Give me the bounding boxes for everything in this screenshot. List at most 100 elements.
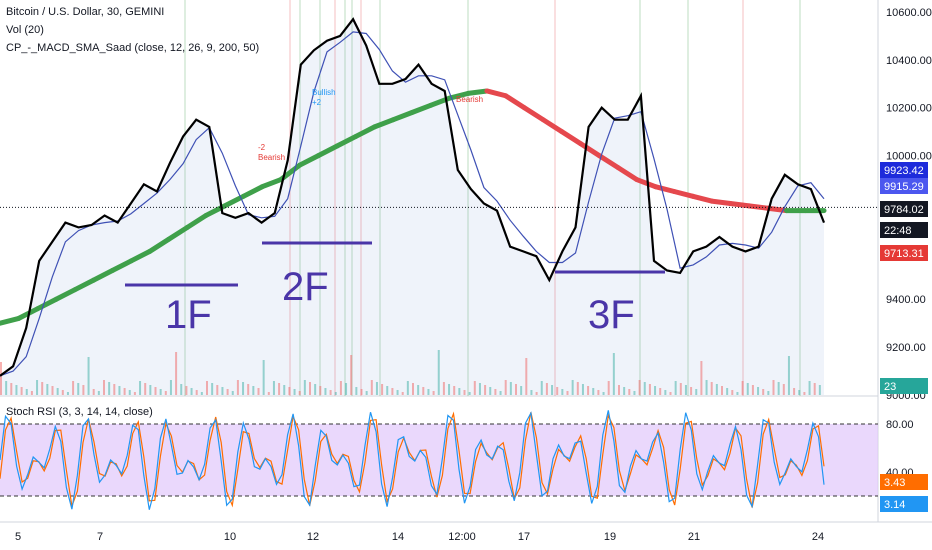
volume-bar (530, 390, 533, 395)
stoch-tag-bg (880, 496, 928, 512)
volume-bar (545, 383, 548, 395)
volume-bar (659, 388, 662, 395)
stoch-tag: 3.43 (884, 477, 905, 489)
volume-bar (803, 392, 806, 395)
volume-bar (365, 391, 368, 395)
stoch-tag: 3.14 (884, 499, 905, 511)
volume-bar (303, 380, 306, 395)
volume-bar (103, 380, 105, 395)
volume-bar (355, 387, 358, 395)
volume-bar (638, 380, 641, 395)
sma-segment (521, 105, 546, 123)
time-tick: 12:00 (448, 531, 476, 543)
sma-segment (259, 177, 284, 190)
volume-bar (520, 386, 523, 395)
stoch-band (0, 423, 878, 497)
price-tag-bg (880, 178, 928, 194)
sma-segment (353, 124, 378, 139)
sma-segment (690, 193, 715, 204)
sma-segment (128, 248, 153, 264)
volume-bar (216, 385, 219, 395)
sma-segment (297, 153, 321, 168)
volume-bar (242, 382, 245, 395)
volume-bar (705, 380, 708, 395)
volume-bar (592, 388, 595, 395)
volume-bar (412, 383, 414, 395)
indicator-label: CP_-_MACD_SMA_Saad (close, 12, 26, 9, 20… (6, 42, 260, 54)
price-tag: 23 (884, 381, 896, 393)
volume-bar (329, 390, 332, 395)
price-tag-bg (880, 201, 928, 217)
volume-bar (360, 389, 363, 395)
volume-bar (139, 381, 142, 395)
volume-bar (51, 386, 54, 395)
volume-bar (339, 381, 342, 395)
volume-bar (334, 392, 337, 395)
volume-bar (607, 381, 610, 395)
price-tick: 10000.00 (886, 151, 932, 163)
volume-bar (200, 392, 203, 395)
volume-bar (36, 380, 39, 395)
volume-bar (427, 389, 430, 395)
stoch-overbought-band (0, 424, 878, 496)
volume-bar (278, 383, 281, 395)
time-tick: 21 (688, 531, 700, 543)
volume-bar (15, 385, 18, 395)
volume-bar (468, 392, 471, 395)
volume-bar (87, 357, 90, 395)
sma-segment (709, 198, 733, 206)
volume-bar (345, 383, 348, 395)
stoch-d-line (0, 411, 825, 508)
volume-bar (123, 388, 126, 395)
time-tick: 7 (97, 531, 103, 543)
volume-bar (375, 382, 378, 395)
volume-bar (684, 385, 687, 395)
volume-label: Vol (20) (6, 24, 44, 36)
axes: 10600.00 10400.00 10200.00 10000.00 9400.00 9… (15, 7, 932, 543)
annotation-3f: 3F (588, 293, 635, 337)
volume-bar (700, 361, 703, 395)
volume-bar (267, 392, 270, 395)
volume-bar (159, 389, 162, 395)
volume-bar (509, 382, 512, 395)
volume-bar (391, 388, 394, 395)
sma-segment (634, 177, 658, 190)
volume-bar (298, 391, 301, 395)
volume-bar (82, 385, 85, 395)
volume-bar (314, 384, 317, 395)
volume-bar (818, 385, 821, 395)
sma-segment (652, 184, 677, 195)
sma-segment (0, 315, 22, 326)
volume-bar (386, 386, 389, 395)
sma-segment (559, 129, 584, 147)
sma-segment (615, 165, 640, 183)
volume-bar (5, 381, 8, 395)
volume-bar (30, 391, 33, 395)
volume-bar (458, 388, 461, 395)
time-tick: 24 (812, 531, 824, 543)
volume-bar (628, 389, 631, 395)
price-tick: 10400.00 (886, 55, 932, 67)
sma-segment (72, 277, 97, 293)
sma-segment (446, 90, 471, 101)
price-tick: 9200.00 (886, 342, 926, 354)
volume-bar (556, 387, 559, 395)
volume-bar (118, 386, 121, 395)
volume-bar (587, 386, 590, 395)
volume-bar (793, 388, 796, 395)
volume-bar (731, 390, 734, 395)
volume-bar (623, 387, 626, 395)
volume-bar (489, 387, 492, 395)
volume-bar (798, 390, 801, 395)
volume-bar (190, 388, 193, 395)
time-tick: 12 (307, 531, 319, 543)
sma-segment (503, 93, 527, 111)
sma-segment (184, 212, 209, 230)
volume-bar (128, 390, 131, 395)
volume-bar (283, 385, 286, 395)
volume-bar (746, 383, 749, 395)
volume-bar (422, 387, 425, 395)
volume-bar (654, 386, 657, 395)
sma-segment (109, 258, 134, 274)
